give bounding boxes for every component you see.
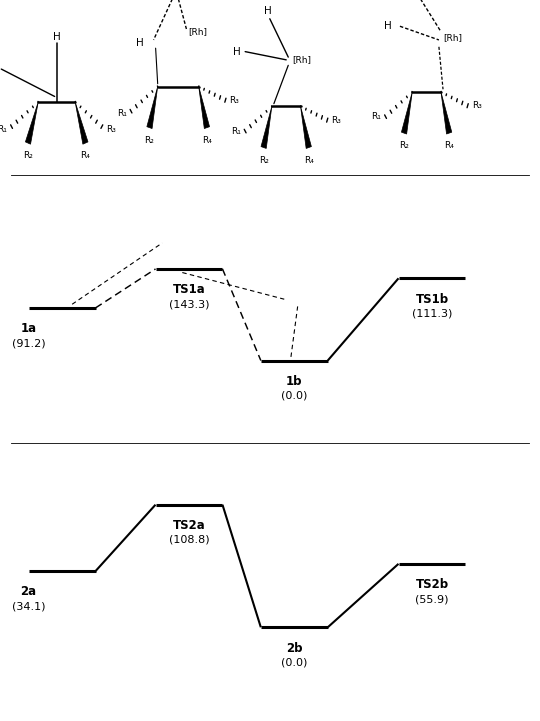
Text: H: H bbox=[233, 47, 241, 57]
Text: (0.0): (0.0) bbox=[281, 391, 307, 401]
Text: 2a: 2a bbox=[21, 585, 37, 598]
Text: H: H bbox=[136, 37, 143, 48]
Text: [Rh]: [Rh] bbox=[292, 56, 312, 64]
Text: (55.9): (55.9) bbox=[415, 594, 449, 604]
Polygon shape bbox=[301, 107, 312, 149]
Text: H: H bbox=[264, 6, 272, 16]
Text: R₄: R₄ bbox=[202, 136, 212, 145]
Text: (34.1): (34.1) bbox=[12, 601, 45, 611]
Polygon shape bbox=[199, 87, 210, 128]
Text: R₁: R₁ bbox=[117, 110, 127, 118]
Text: (111.3): (111.3) bbox=[412, 309, 452, 319]
Text: 1b: 1b bbox=[286, 375, 302, 388]
Text: H: H bbox=[384, 21, 392, 31]
Polygon shape bbox=[147, 87, 158, 128]
Polygon shape bbox=[25, 102, 38, 144]
Polygon shape bbox=[441, 92, 452, 134]
Text: R₃: R₃ bbox=[332, 115, 341, 125]
Text: R₂: R₂ bbox=[399, 141, 409, 150]
Text: (0.0): (0.0) bbox=[281, 658, 307, 668]
Text: R₃: R₃ bbox=[472, 101, 482, 110]
Polygon shape bbox=[75, 102, 88, 144]
Text: R₁: R₁ bbox=[231, 127, 241, 136]
Text: (143.3): (143.3) bbox=[168, 299, 210, 309]
Text: R₃: R₃ bbox=[230, 96, 239, 105]
Text: TS2a: TS2a bbox=[173, 519, 205, 532]
Text: 1a: 1a bbox=[21, 322, 37, 335]
Polygon shape bbox=[261, 107, 272, 149]
Text: [Rh]: [Rh] bbox=[443, 32, 462, 42]
Text: 2b: 2b bbox=[286, 642, 302, 655]
Text: TS1a: TS1a bbox=[173, 283, 205, 296]
Text: R₂: R₂ bbox=[259, 156, 268, 164]
Text: TS2b: TS2b bbox=[415, 578, 449, 591]
Polygon shape bbox=[401, 92, 412, 134]
Text: (91.2): (91.2) bbox=[12, 338, 45, 348]
Text: TS1b: TS1b bbox=[415, 293, 449, 306]
Text: R₃: R₃ bbox=[106, 125, 116, 134]
Text: R₁: R₁ bbox=[0, 125, 8, 134]
Text: R₄: R₄ bbox=[304, 156, 314, 164]
Text: R₁: R₁ bbox=[372, 112, 381, 121]
Text: (108.8): (108.8) bbox=[168, 535, 210, 545]
Text: R₂: R₂ bbox=[145, 136, 154, 145]
Text: H: H bbox=[53, 32, 60, 42]
Text: R₄: R₄ bbox=[80, 151, 90, 160]
Text: R₄: R₄ bbox=[444, 141, 454, 150]
Text: [Rh]: [Rh] bbox=[188, 27, 207, 36]
Text: R₂: R₂ bbox=[23, 151, 33, 160]
